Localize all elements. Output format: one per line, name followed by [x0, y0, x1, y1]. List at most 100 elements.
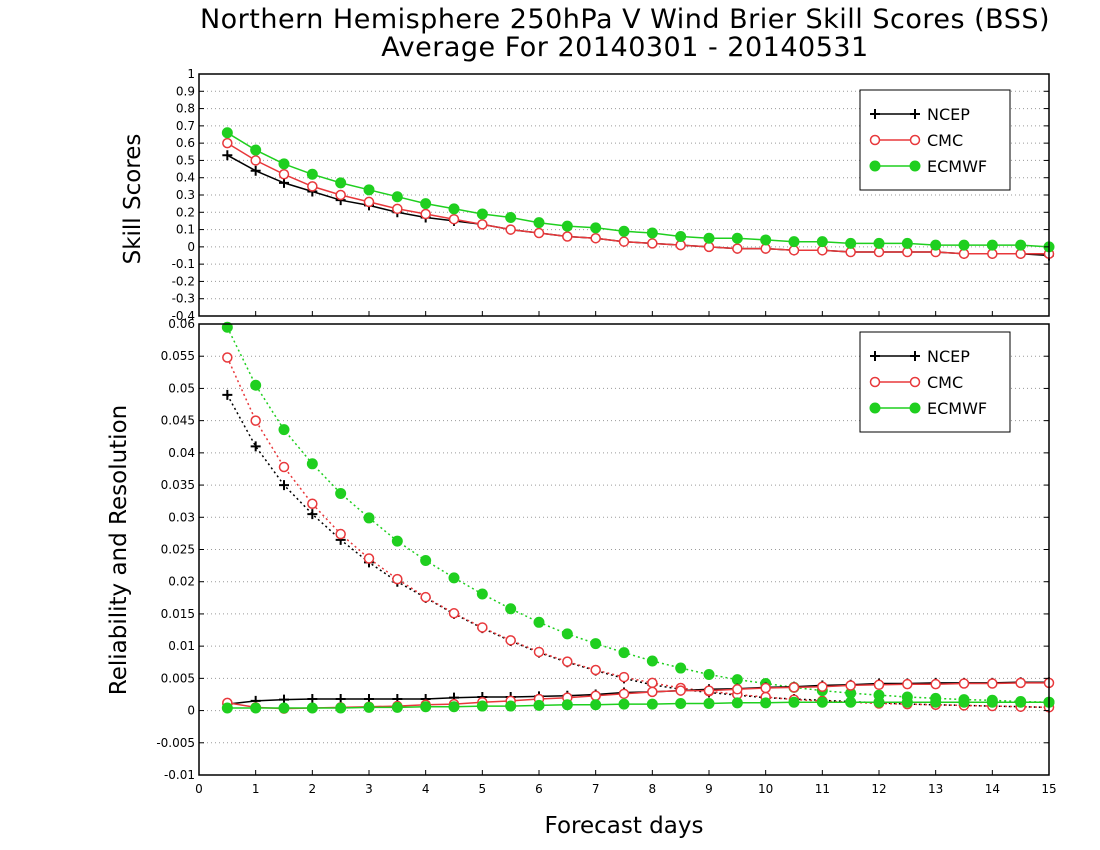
- x-tick-label: 0: [195, 782, 203, 796]
- data-point: [476, 588, 488, 600]
- data-point: [533, 646, 545, 658]
- legend-marker: [909, 134, 921, 146]
- y-tick-label: 0.5: [176, 153, 195, 167]
- data-point: [731, 674, 743, 686]
- data-point: [675, 662, 687, 674]
- data-point: [930, 678, 941, 690]
- x-tick-label: 12: [871, 782, 886, 796]
- data-point: [618, 698, 630, 710]
- data-point: [477, 622, 488, 633]
- legend-marker: [909, 160, 921, 172]
- legend-marker: [870, 351, 880, 361]
- legend-label: NCEP: [927, 347, 970, 366]
- data-point: [391, 701, 403, 713]
- data-point: [335, 702, 347, 714]
- plot-frame: [198, 73, 1050, 317]
- data-point: [335, 528, 346, 540]
- legend-marker: [909, 402, 921, 414]
- data-point: [306, 168, 318, 180]
- data-point: [505, 700, 517, 712]
- data-point: [590, 690, 601, 702]
- x-tick-label: 8: [649, 782, 657, 796]
- data-point: [646, 227, 658, 239]
- y-tick-label: 1: [187, 67, 195, 81]
- data-point: [618, 671, 630, 683]
- data-point: [562, 656, 573, 667]
- data-point: [392, 573, 403, 585]
- x-tick-label: 2: [309, 782, 317, 796]
- data-point: [590, 664, 601, 676]
- data-point: [732, 243, 743, 254]
- data-point: [958, 678, 970, 689]
- x-axis-label: Forecast days: [545, 813, 704, 839]
- data-point: [448, 701, 460, 713]
- data-point: [646, 698, 658, 710]
- data-point: [987, 678, 998, 689]
- data-point: [335, 189, 346, 201]
- data-point: [279, 177, 289, 188]
- x-tick-label: 10: [758, 782, 773, 796]
- data-point: [930, 239, 942, 251]
- data-point: [222, 352, 233, 363]
- data-point: [647, 238, 658, 249]
- data-point: [420, 554, 432, 566]
- y-tick-label: 0.2: [176, 205, 195, 219]
- data-point: [1015, 239, 1027, 251]
- x-tick-label: 6: [535, 782, 543, 796]
- data-point: [703, 685, 715, 696]
- data-point: [306, 702, 318, 714]
- data-point: [1015, 677, 1026, 689]
- data-point: [703, 697, 715, 709]
- data-point: [533, 699, 545, 711]
- y-tick-label: 0.06: [168, 317, 195, 331]
- data-point: [448, 608, 460, 619]
- data-point: [448, 213, 460, 225]
- data-point: [307, 498, 318, 510]
- data-point: [788, 696, 800, 708]
- data-point: [278, 158, 290, 170]
- data-point: [816, 236, 828, 248]
- data-point: [476, 700, 488, 712]
- data-point: [930, 696, 942, 708]
- legend-marker: [910, 109, 920, 119]
- data-point: [647, 677, 658, 689]
- data-point: [590, 232, 601, 244]
- y-tick-label: 0.02: [168, 575, 195, 589]
- data-point: [250, 441, 261, 452]
- data-point: [250, 144, 262, 156]
- data-point: [958, 696, 970, 708]
- y-tick-label: 0: [187, 704, 195, 718]
- data-point: [420, 198, 432, 210]
- data-point: [222, 150, 233, 161]
- data-point: [760, 234, 772, 246]
- data-point: [476, 208, 488, 220]
- legend-label: CMC: [927, 131, 963, 150]
- x-tick-label: 11: [815, 782, 830, 796]
- legend-marker: [910, 351, 920, 361]
- data-point: [505, 603, 517, 615]
- data-point: [505, 224, 516, 235]
- legend-marker: [869, 134, 881, 146]
- y-tick-label: -0.4: [172, 309, 195, 323]
- data-point: [986, 239, 998, 251]
- y-tick-label: 0.3: [176, 188, 195, 202]
- data-point: [363, 184, 375, 196]
- y-tick-label: -0.005: [156, 736, 195, 750]
- data-point: [505, 211, 517, 223]
- data-point: [250, 702, 262, 714]
- data-point: [732, 684, 743, 695]
- legend-marker: [909, 376, 921, 388]
- data-point: [760, 697, 772, 709]
- data-point: [278, 702, 290, 714]
- y-tick-label: 0.05: [168, 381, 195, 395]
- x-tick-label: 4: [422, 782, 430, 796]
- data-point: [675, 685, 686, 696]
- y-tick-label: 0.055: [161, 349, 195, 363]
- y-tick-label: 0.04: [168, 446, 195, 460]
- legend-label: NCEP: [927, 105, 970, 124]
- data-point: [278, 424, 290, 436]
- data-point: [731, 697, 743, 709]
- data-point: [307, 693, 318, 704]
- data-point: [335, 177, 347, 189]
- data-point: [420, 208, 431, 220]
